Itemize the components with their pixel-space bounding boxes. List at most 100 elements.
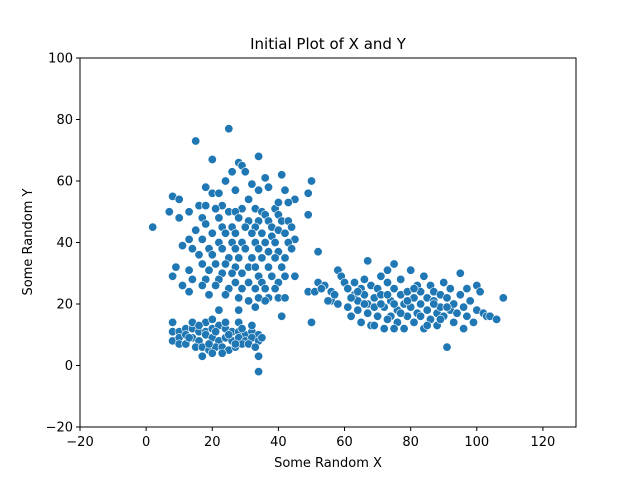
data-point [207,228,217,238]
data-point [230,277,240,287]
data-point [263,182,273,192]
data-point [184,333,194,343]
y-axis: −20 0 20 40 60 80 100 [46,52,80,436]
data-point [382,277,392,287]
data-point [287,244,297,254]
data-point [224,330,234,340]
data-point [270,238,280,248]
data-point [250,342,260,352]
data-point [277,170,287,180]
data-point [349,277,359,287]
data-point [234,293,244,303]
data-point [184,234,194,244]
chart-title: Initial Plot of X and Y [250,35,407,53]
data-point [247,320,257,330]
data-point [455,290,465,300]
data-point [465,296,475,306]
data-point [333,299,343,309]
data-point [148,222,158,232]
data-point [363,256,373,266]
data-point [207,314,217,324]
data-point [260,284,270,294]
data-point [376,299,386,309]
data-point [207,250,217,260]
data-point [353,287,363,297]
data-point [303,210,313,220]
data-point [201,219,211,229]
data-point [214,305,224,315]
data-point [359,274,369,284]
data-point [260,238,270,248]
data-point [419,271,429,281]
data-point [379,324,389,334]
data-point [168,317,178,327]
data-point [263,262,273,272]
data-point [211,204,221,214]
data-point [346,311,356,321]
data-point [214,213,224,223]
data-point [353,305,363,315]
data-point [455,268,465,278]
data-point [382,265,392,275]
data-point [267,271,277,281]
data-point [475,287,485,297]
data-point [174,194,184,204]
data-point [389,259,399,269]
x-axis-label: Some Random X [274,456,382,471]
data-point [224,124,234,134]
data-point [240,222,250,232]
data-point [254,151,264,161]
data-point [376,271,386,281]
data-point [168,271,178,281]
data-point [197,280,207,290]
data-point [283,198,293,208]
data-point [359,299,369,309]
y-tick-label: 60 [56,175,73,190]
data-point [343,284,353,294]
plot-frame [79,57,577,428]
data-point [197,234,207,244]
y-axis-label: Some Random Y [21,188,36,295]
data-point [227,268,237,278]
data-point [346,293,356,303]
data-point [191,225,201,235]
x-tick-label: −20 [66,435,93,450]
data-point [257,333,267,343]
data-point [382,290,392,300]
data-point [389,299,399,309]
data-point [211,259,221,269]
data-point [462,311,472,321]
data-point [184,287,194,297]
data-point [254,367,264,377]
data-point [270,253,280,263]
data-point [462,284,472,294]
data-point [280,228,290,238]
data-point [416,299,426,309]
y-tick-label: 80 [56,113,73,128]
data-point [207,348,217,358]
x-axis: −20 0 20 40 60 80 100 120 [66,427,555,450]
data-point [369,320,379,330]
data-point [373,311,383,321]
x-tick-label: 40 [270,435,287,450]
data-point [221,176,231,186]
data-point [306,317,316,327]
y-tick-label: 0 [65,359,73,374]
data-point [184,265,194,275]
data-point [214,188,224,198]
data-point [399,324,409,334]
data-point [459,302,469,312]
data-point [287,222,297,232]
data-point [492,314,502,324]
data-point [389,324,399,334]
data-point [197,351,207,361]
data-point [250,284,260,294]
data-point [227,167,237,177]
data-point [435,314,445,324]
data-point [313,247,323,257]
data-point [343,302,353,312]
data-point [184,207,194,217]
data-point [237,268,247,278]
data-point [316,284,326,294]
data-point [442,342,452,352]
